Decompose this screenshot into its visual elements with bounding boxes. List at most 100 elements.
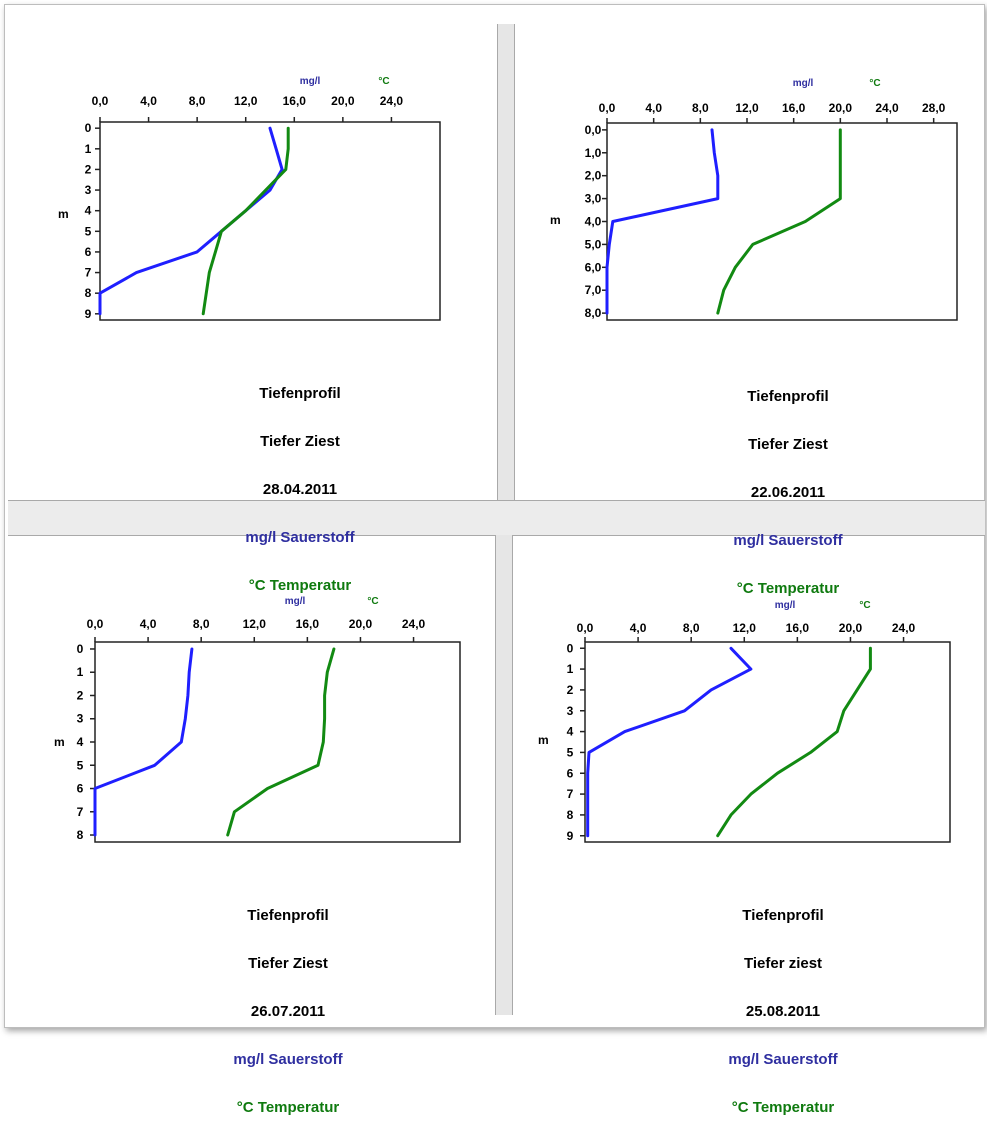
caption-date: 22.06.2011 — [750, 484, 826, 501]
y-tick-label: 4 — [567, 725, 574, 739]
y-tick-label: 3 — [77, 712, 84, 726]
y-tick-label: 2,0 — [585, 169, 602, 183]
y-tick-label: 0 — [85, 121, 92, 135]
x-tick-label: 12,0 — [733, 621, 757, 635]
y-tick-label: 0,0 — [585, 123, 602, 137]
caption-line-2: Tiefer Ziest — [248, 955, 328, 972]
caption-line-2: Tiefer Ziest — [748, 436, 828, 453]
y-tick-label: 4,0 — [585, 215, 602, 229]
chart-panel-2: 0,0 4,0 8,0 12,0 16,0 20,0 24,0 28,0 0,0 1,0 2,0 3,… — [535, 60, 975, 597]
y-tick-label: 7 — [77, 805, 84, 819]
caption-date: 28.04.2011 — [262, 481, 338, 498]
unit-label-temperature: °C — [378, 76, 389, 87]
y-tick-label: 4 — [85, 204, 92, 218]
legend-temperature: °C Temperatur — [248, 577, 352, 594]
unit-label-oxygen: mg/l — [793, 78, 814, 89]
y-tick-label: 8 — [77, 828, 84, 842]
x-tick-label: 4,0 — [140, 617, 157, 631]
temperature-line — [226, 647, 336, 837]
x-tick-label: 8,0 — [683, 621, 700, 635]
y-tick-label: 2 — [567, 683, 574, 697]
vertical-divider-bottom — [495, 535, 513, 1015]
vertical-divider-top — [497, 24, 515, 501]
y-tick-label: 1 — [567, 662, 574, 676]
chart-panel-1: 0,0 4,0 8,0 12,0 16,0 20,0 24,0 0 1 2 3 4 5 6 7 8 9 m mg/l… — [40, 60, 480, 594]
chart-panel-3: 0,0 4,0 8,0 12,0 16,0 20,0 24,0 0 1 2 3 4 5 6 7 8 m mg/l °… — [40, 580, 480, 1116]
y-tick-label: 8,0 — [585, 306, 602, 320]
caption-line-1: Tiefenprofil — [747, 388, 829, 405]
x-tick-label: 20,0 — [349, 617, 373, 631]
x-tick-label: 8,0 — [193, 617, 210, 631]
caption-date: 25.08.2011 — [745, 1003, 821, 1020]
temperature-line — [716, 128, 842, 315]
y-tick-label: 3 — [85, 183, 92, 197]
legend-temperature: °C Temperatur — [236, 1099, 340, 1116]
unit-label-temperature: °C — [859, 600, 870, 611]
y-axis-label: m — [550, 213, 561, 227]
y-tick-label: 7,0 — [585, 283, 602, 297]
x-tick-label: 0,0 — [599, 101, 616, 115]
y-tick-label: 7 — [567, 787, 574, 801]
legend-temperature: °C Temperatur — [731, 1099, 835, 1116]
oxygen-line — [605, 128, 720, 315]
plot-area — [99, 121, 441, 321]
x-tick-label: 12,0 — [243, 617, 267, 631]
y-tick-label: 9 — [85, 307, 92, 321]
chart-caption-3: Tiefenprofil Tiefer Ziest 26.07.2011 mg/… — [193, 876, 383, 1148]
chart-svg-3: 0,0 4,0 8,0 12,0 16,0 20,0 24,0 0 1 2 3 4 5 6 7 8 m mg/l °… — [54, 596, 461, 843]
caption-line-1: Tiefenprofil — [259, 385, 341, 402]
x-tick-label: 24,0 — [402, 617, 426, 631]
x-tick-label: 12,0 — [735, 101, 759, 115]
y-tick-label: 6,0 — [585, 260, 602, 274]
x-tick-label: 4,0 — [140, 94, 157, 108]
x-tick-label: 8,0 — [692, 101, 709, 115]
x-tick-label: 24,0 — [380, 94, 404, 108]
y-tick-label: 1 — [77, 665, 84, 679]
temperature-line — [201, 126, 290, 316]
y-tick-label: 4 — [77, 735, 84, 749]
caption-line-2: Tiefer Ziest — [260, 433, 340, 450]
chart-caption-4: Tiefenprofil Tiefer ziest 25.08.2011 mg/… — [688, 876, 878, 1148]
x-tick-label: 0,0 — [87, 617, 104, 631]
y-tick-label: 3,0 — [585, 192, 602, 206]
y-tick-label: 0 — [77, 642, 84, 656]
y-axis-label: m — [538, 733, 549, 747]
y-tick-label: 8 — [567, 808, 574, 822]
y-tick-label: 6 — [567, 766, 574, 780]
unit-label-temperature: °C — [869, 78, 880, 89]
caption-line-2: Tiefer ziest — [743, 955, 823, 972]
x-tick-label: 16,0 — [296, 617, 320, 631]
x-tick-label: 28,0 — [922, 101, 946, 115]
horizontal-divider — [8, 500, 985, 536]
x-tick-label: 16,0 — [782, 101, 806, 115]
x-tick-label: 16,0 — [283, 94, 307, 108]
caption-line-1: Tiefenprofil — [742, 907, 824, 924]
chart-svg-2: 0,0 4,0 8,0 12,0 16,0 20,0 24,0 28,0 0,0 1,0 2,0 3,… — [550, 78, 958, 321]
y-tick-label: 0 — [567, 641, 574, 655]
y-tick-label: 5 — [85, 224, 92, 238]
caption-date: 26.07.2011 — [250, 1003, 326, 1020]
caption-line-1: Tiefenprofil — [247, 907, 329, 924]
y-tick-label: 2 — [85, 162, 92, 176]
y-tick-label: 8 — [85, 286, 92, 300]
x-tick-label: 8,0 — [189, 94, 206, 108]
y-tick-label: 7 — [85, 266, 92, 280]
oxygen-line — [586, 646, 753, 838]
x-tick-label: 20,0 — [839, 621, 863, 635]
y-tick-label: 6 — [77, 782, 84, 796]
x-tick-label: 20,0 — [331, 94, 355, 108]
y-tick-label: 5 — [567, 745, 574, 759]
legend-temperature: °C Temperatur — [736, 580, 840, 597]
temperature-line — [716, 646, 872, 838]
plot-area — [584, 641, 951, 843]
y-tick-label: 1,0 — [585, 146, 602, 160]
chart-caption-1: Tiefenprofil Tiefer Ziest 28.04.2011 mg/… — [205, 354, 395, 626]
chart-svg-4: 0,0 4,0 8,0 12,0 16,0 20,0 24,0 0 1 2 3 4 5 6 7 8 9 m mg/l… — [538, 600, 951, 843]
y-tick-label: 3 — [567, 704, 574, 718]
y-tick-label: 2 — [77, 688, 84, 702]
x-tick-label: 0,0 — [92, 94, 109, 108]
x-tick-label: 0,0 — [577, 621, 594, 635]
unit-label-temperature: °C — [367, 596, 378, 607]
unit-label-oxygen: mg/l — [300, 76, 321, 87]
legend-oxygen: mg/l Sauerstoff — [245, 529, 355, 546]
